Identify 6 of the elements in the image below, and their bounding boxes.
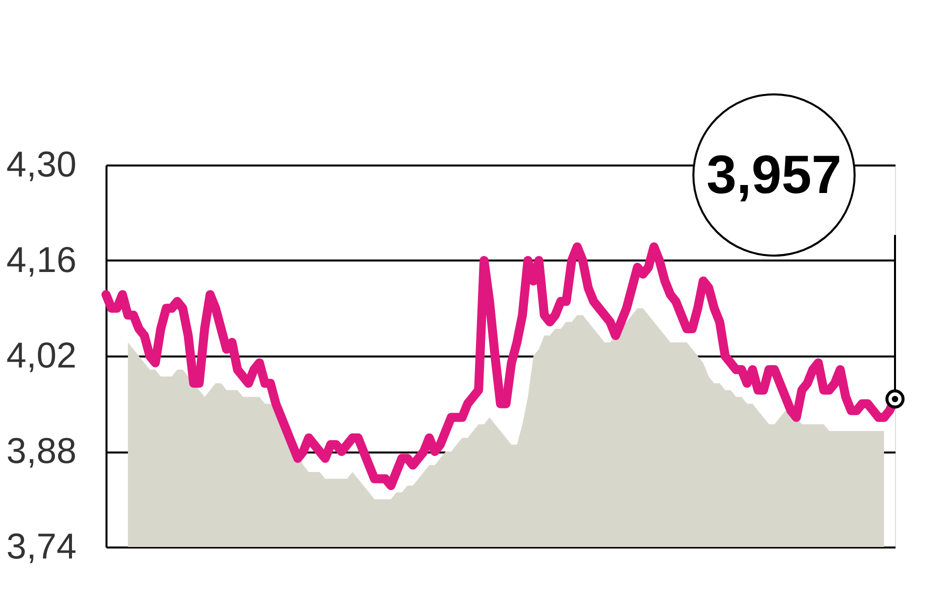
y-tick-label: 4,02	[6, 334, 76, 376]
y-tick-label: 3,74	[6, 526, 76, 566]
y-tick-label: 4,16	[6, 239, 76, 280]
y-tick-label: 4,30	[6, 144, 76, 184]
y-tick-label: 3,88	[6, 430, 76, 471]
annotation: 3,957	[706, 145, 842, 205]
